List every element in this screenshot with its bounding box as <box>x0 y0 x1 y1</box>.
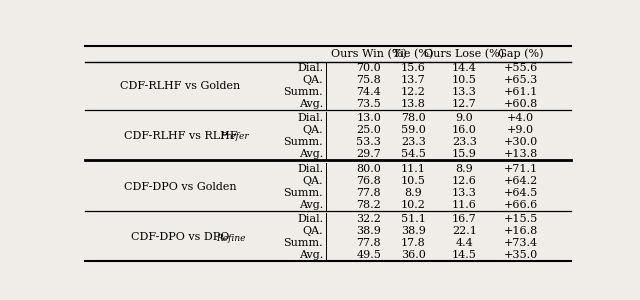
Text: 75.8: 75.8 <box>356 75 381 85</box>
Text: 9.0: 9.0 <box>456 113 473 123</box>
Text: 76.8: 76.8 <box>356 176 381 186</box>
Text: 70.0: 70.0 <box>356 63 381 73</box>
Text: Avg.: Avg. <box>299 149 323 159</box>
Text: Avg.: Avg. <box>299 99 323 109</box>
Text: +64.2: +64.2 <box>503 176 538 186</box>
Text: 10.5: 10.5 <box>452 75 477 85</box>
Text: 23.3: 23.3 <box>401 137 426 147</box>
Text: +9.0: +9.0 <box>507 125 534 135</box>
Text: 12.2: 12.2 <box>401 87 426 97</box>
Text: +16.8: +16.8 <box>503 226 538 236</box>
Text: 13.3: 13.3 <box>452 87 477 97</box>
Text: 77.8: 77.8 <box>356 238 381 248</box>
Text: 15.9: 15.9 <box>452 149 477 159</box>
Text: 59.0: 59.0 <box>401 125 426 135</box>
Text: 73.5: 73.5 <box>356 99 381 109</box>
Text: 38.9: 38.9 <box>401 226 426 236</box>
Text: QA.: QA. <box>303 226 323 236</box>
Text: 10.2: 10.2 <box>401 200 426 210</box>
Text: Summ.: Summ. <box>284 87 323 97</box>
Text: 32.2: 32.2 <box>356 214 381 224</box>
Text: 14.4: 14.4 <box>452 63 477 73</box>
Text: 16.7: 16.7 <box>452 214 477 224</box>
Text: 80.0: 80.0 <box>356 164 381 174</box>
Text: 11.1: 11.1 <box>401 164 426 174</box>
Text: 77.8: 77.8 <box>356 188 381 198</box>
Text: 12.7: 12.7 <box>452 99 477 109</box>
Text: +4.0: +4.0 <box>507 113 534 123</box>
Text: Dial.: Dial. <box>297 164 323 174</box>
Text: 49.5: 49.5 <box>356 250 381 260</box>
Text: 8.9: 8.9 <box>456 164 473 174</box>
Text: 22.1: 22.1 <box>452 226 477 236</box>
Text: 78.0: 78.0 <box>401 113 426 123</box>
Text: +60.8: +60.8 <box>503 99 538 109</box>
Text: 11.6: 11.6 <box>452 200 477 210</box>
Text: 36.0: 36.0 <box>401 250 426 260</box>
Text: 13.3: 13.3 <box>452 188 477 198</box>
Text: Ours Lose (%): Ours Lose (%) <box>424 49 504 59</box>
Text: QA.: QA. <box>303 75 323 85</box>
Text: Avg.: Avg. <box>299 250 323 260</box>
Text: Dial.: Dial. <box>297 214 323 224</box>
Text: +35.0: +35.0 <box>503 250 538 260</box>
Text: +61.1: +61.1 <box>503 87 538 97</box>
Text: +13.8: +13.8 <box>503 149 538 159</box>
Text: CDF-DPO vs Golden: CDF-DPO vs Golden <box>124 182 237 192</box>
Text: Avg.: Avg. <box>299 200 323 210</box>
Text: 16.0: 16.0 <box>452 125 477 135</box>
Text: Dial.: Dial. <box>297 113 323 123</box>
Text: 51.1: 51.1 <box>401 214 426 224</box>
Text: Tie (%): Tie (%) <box>393 49 433 59</box>
Text: CDF-RLHF vs RLHF: CDF-RLHF vs RLHF <box>124 131 237 141</box>
Text: +65.3: +65.3 <box>503 75 538 85</box>
Text: 13.7: 13.7 <box>401 75 426 85</box>
Text: 53.3: 53.3 <box>356 137 381 147</box>
Text: 10.5: 10.5 <box>401 176 426 186</box>
Text: +64.5: +64.5 <box>503 188 538 198</box>
Text: Summ.: Summ. <box>284 188 323 198</box>
Text: 4.4: 4.4 <box>456 238 473 248</box>
Text: 13.0: 13.0 <box>356 113 381 123</box>
Text: Summ.: Summ. <box>284 238 323 248</box>
Text: 15.6: 15.6 <box>401 63 426 73</box>
Text: QA.: QA. <box>303 176 323 186</box>
Text: 13.8: 13.8 <box>401 99 426 109</box>
Text: Prefer: Prefer <box>221 133 249 142</box>
Text: Refine: Refine <box>216 234 245 243</box>
Text: +30.0: +30.0 <box>503 137 538 147</box>
Text: 12.6: 12.6 <box>452 176 477 186</box>
Text: Gap (%): Gap (%) <box>498 49 543 59</box>
Text: Summ.: Summ. <box>284 137 323 147</box>
Text: 78.2: 78.2 <box>356 200 381 210</box>
Text: +66.6: +66.6 <box>503 200 538 210</box>
Text: 8.9: 8.9 <box>404 188 422 198</box>
Text: 38.9: 38.9 <box>356 226 381 236</box>
Text: +71.1: +71.1 <box>504 164 538 174</box>
Text: Ours Win (%): Ours Win (%) <box>331 49 406 59</box>
Text: 25.0: 25.0 <box>356 125 381 135</box>
Text: 23.3: 23.3 <box>452 137 477 147</box>
Text: 29.7: 29.7 <box>356 149 381 159</box>
Text: QA.: QA. <box>303 125 323 135</box>
Text: +73.4: +73.4 <box>504 238 538 248</box>
Text: 74.4: 74.4 <box>356 87 381 97</box>
Text: +55.6: +55.6 <box>503 63 538 73</box>
Text: 17.8: 17.8 <box>401 238 426 248</box>
Text: 14.5: 14.5 <box>452 250 477 260</box>
Text: Dial.: Dial. <box>297 63 323 73</box>
Text: 54.5: 54.5 <box>401 149 426 159</box>
Text: +15.5: +15.5 <box>503 214 538 224</box>
Text: CDF-RLHF vs Golden: CDF-RLHF vs Golden <box>120 81 241 91</box>
Text: CDF-DPO vs DPO: CDF-DPO vs DPO <box>131 232 230 242</box>
